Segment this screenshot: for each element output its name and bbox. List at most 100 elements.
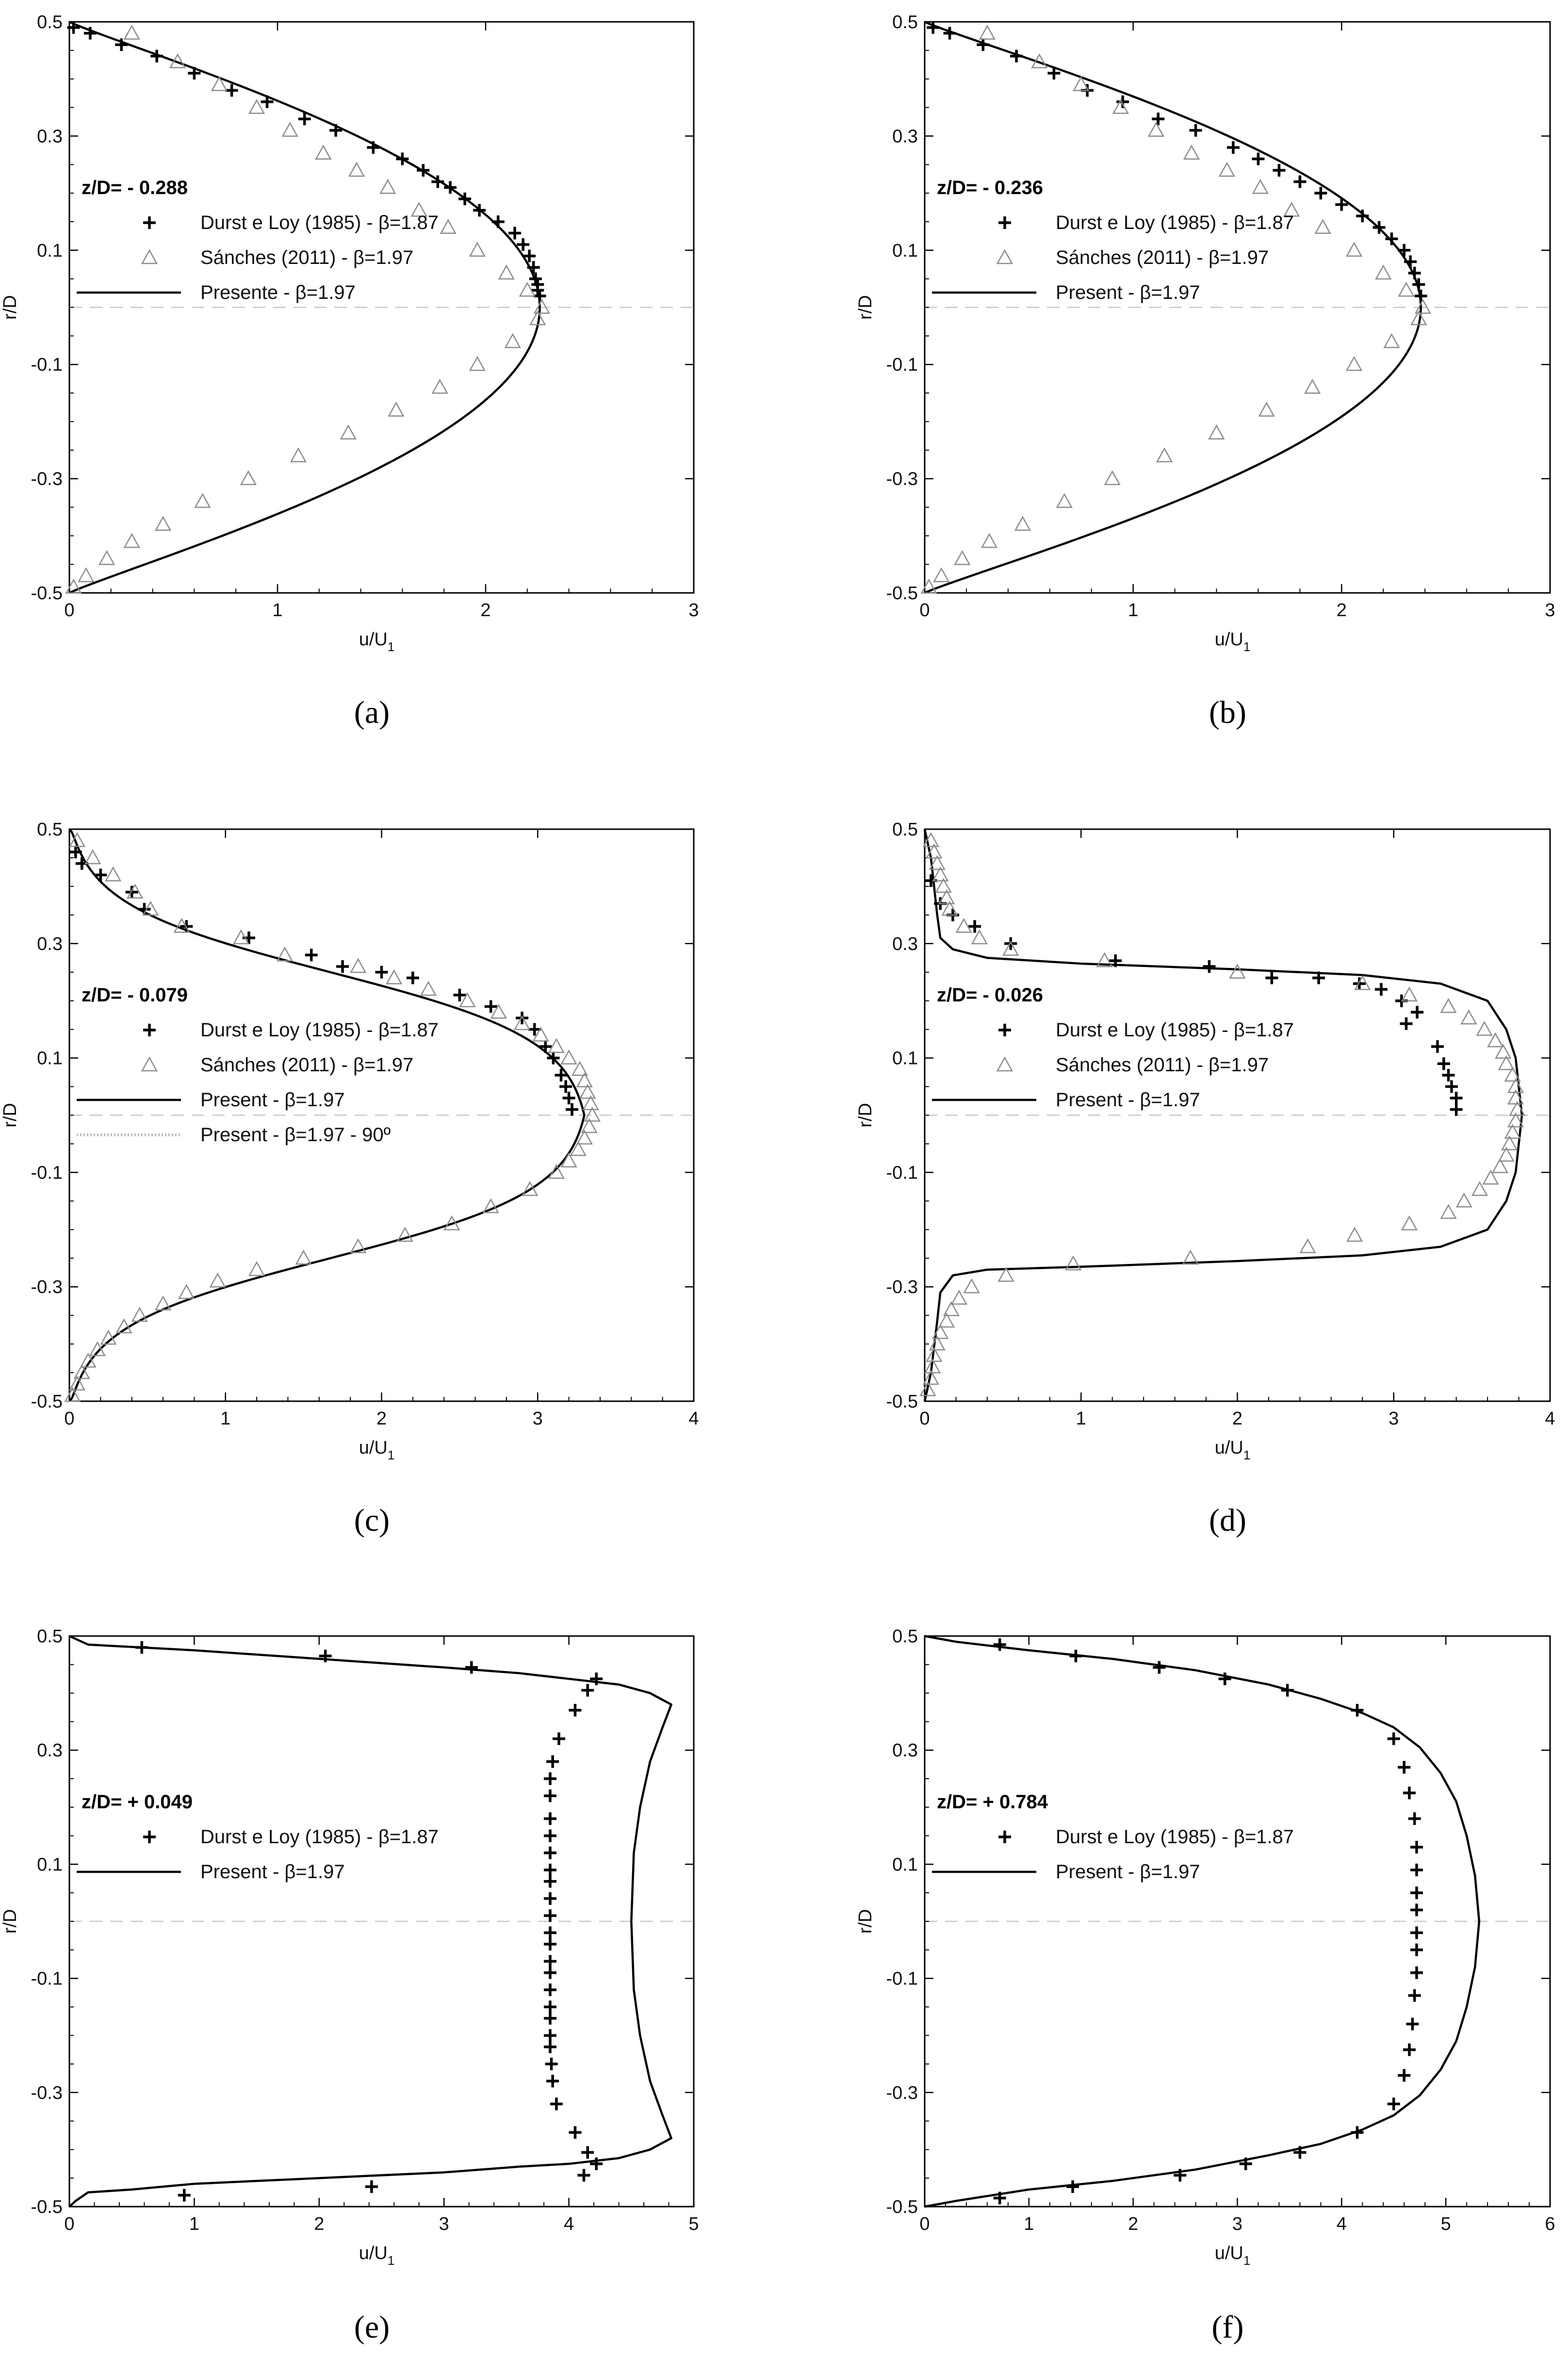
sanches-point (1354, 975, 1371, 990)
x-tick-label: 5 (1441, 2214, 1451, 2234)
durst-loy-point (553, 1732, 566, 1745)
sanches-point (1304, 378, 1321, 394)
durst-loy-point (1408, 1812, 1421, 1825)
x-axis-label-main: u/U (359, 2243, 388, 2263)
sanches-point (532, 1026, 549, 1042)
durst-loy-point (529, 272, 542, 285)
durst-loy-point (1351, 2126, 1364, 2139)
durst-loy-point (1335, 198, 1348, 211)
durst-loy-point (543, 1892, 556, 1905)
durst-loy-point (543, 1864, 556, 1877)
sanches-point (100, 1329, 117, 1345)
sanches-point (581, 1118, 598, 1133)
durst-loy-point (968, 920, 981, 933)
y-tick-label: -0.3 (31, 1277, 63, 1297)
legend-entry-label: Sánches (2011) - β=1.97 (1056, 247, 1269, 268)
durst-loy-point (1398, 244, 1411, 257)
durst-loy-point (543, 1846, 556, 1859)
durst-loy-point (546, 2075, 559, 2088)
y-axis-label: r/D (0, 1909, 20, 1934)
durst-loy-point (1356, 210, 1369, 223)
sanches-point (1096, 952, 1113, 967)
x-tick-label: 0 (64, 1408, 74, 1429)
durst-loy-point (516, 1012, 529, 1025)
sanches-point (78, 567, 95, 582)
y-tick-label: 0.5 (37, 12, 63, 33)
durst-loy-point (1385, 232, 1398, 246)
durst-loy-point (1406, 2017, 1419, 2030)
sanches-point (98, 550, 115, 565)
sanches-point (933, 567, 950, 582)
sanches-point (431, 378, 448, 394)
durst-loy-point (484, 1000, 497, 1013)
durst-loy-point (1281, 1684, 1294, 1697)
sanches-point (954, 550, 971, 565)
durst-loy-point (590, 1672, 603, 1686)
sanches-point (290, 447, 307, 462)
legend-entry-label: Present - β=1.97 (1056, 1861, 1200, 1883)
durst-loy-point (993, 1638, 1006, 1651)
y-tick-label: 0.3 (37, 126, 63, 147)
sanches-point (240, 470, 257, 485)
durst-loy-point (1314, 187, 1327, 200)
legend-entry-label: Present - β=1.97 (200, 1861, 345, 1883)
sanches-point (1345, 242, 1363, 257)
sanches-point (104, 866, 122, 882)
legend-plus-marker (143, 1024, 156, 1036)
sanches-point (950, 1290, 968, 1305)
y-tick-label: 0.1 (37, 241, 63, 261)
durst-loy-point (547, 1051, 560, 1064)
durst-loy-point (1069, 1650, 1082, 1663)
legend-plus-marker (998, 1024, 1011, 1036)
sanches-point (1482, 1169, 1499, 1185)
x-axis-label-main: u/U (1215, 629, 1243, 650)
y-tick-label: 0.5 (892, 1626, 918, 1647)
legend-entry-label: Present - β=1.97 - 90º (200, 1124, 391, 1146)
y-tick-label: -0.5 (886, 2197, 918, 2217)
durst-loy-point (562, 1092, 575, 1105)
legend-triangle-marker (141, 249, 158, 264)
durst-loy-point (1116, 95, 1129, 108)
legend-triangle-marker (141, 1056, 158, 1072)
durst-loy-point (1410, 1864, 1423, 1877)
legend-entry-label: Durst e Loy (1985) - β=1.87 (1056, 1019, 1294, 1041)
y-tick-label: -0.5 (31, 1392, 63, 1412)
sanches-point (1147, 122, 1165, 137)
x-tick-label: 4 (564, 2214, 574, 2234)
sanches-point (348, 162, 365, 177)
durst-loy-point (1153, 1661, 1166, 1674)
sanches-point (482, 1198, 499, 1213)
x-tick-label: 2 (314, 2214, 324, 2234)
legend-entry-label: Sánches (2011) - β=1.97 (200, 247, 413, 268)
x-axis-label-main: u/U (359, 1438, 388, 1458)
x-axis-label-subscript: 1 (388, 639, 394, 654)
x-axis-label-main: u/U (359, 629, 388, 650)
sanches-point (1375, 264, 1392, 280)
sanches-point (469, 242, 486, 257)
chart-panel-c: 0 1 2 3 4-0.5-0.3-0.10.10.30.5u/U1r/Dz/D= - … (0, 819, 699, 1538)
y-tick-label: -0.3 (886, 2083, 918, 2103)
chart-panel-e: 0 1 2 3 4 5-0.5-0.3-0.10.10.30.5u/U1r/Dz/D= +… (0, 1626, 699, 2345)
y-tick-label: 0.1 (892, 241, 918, 261)
durst-loy-point (566, 1103, 579, 1116)
durst-loy-point (150, 49, 163, 63)
durst-loy-point (559, 1080, 572, 1093)
durst-loy-point (943, 27, 956, 40)
x-axis-label: u/U1 (1215, 2243, 1251, 2268)
y-tick-label: -0.5 (31, 2197, 63, 2217)
sanches-point (178, 1284, 195, 1299)
sanches-point (1401, 986, 1418, 1002)
sanches-point (1156, 447, 1173, 462)
y-tick-label: -0.3 (886, 469, 918, 490)
sanches-point (935, 878, 952, 893)
x-tick-label: 2 (1128, 2214, 1138, 2234)
sanches-point (929, 1335, 946, 1351)
durst-loy-point (590, 2157, 603, 2170)
x-tick-label: 2 (376, 1408, 387, 1429)
x-axis-label-subscript: 1 (388, 2253, 394, 2268)
sanches-point (154, 516, 172, 531)
durst-loy-point (508, 227, 522, 240)
x-tick-label: 0 (64, 2214, 74, 2234)
durst-loy-point (1410, 1903, 1423, 1916)
sanches-point (169, 53, 186, 68)
